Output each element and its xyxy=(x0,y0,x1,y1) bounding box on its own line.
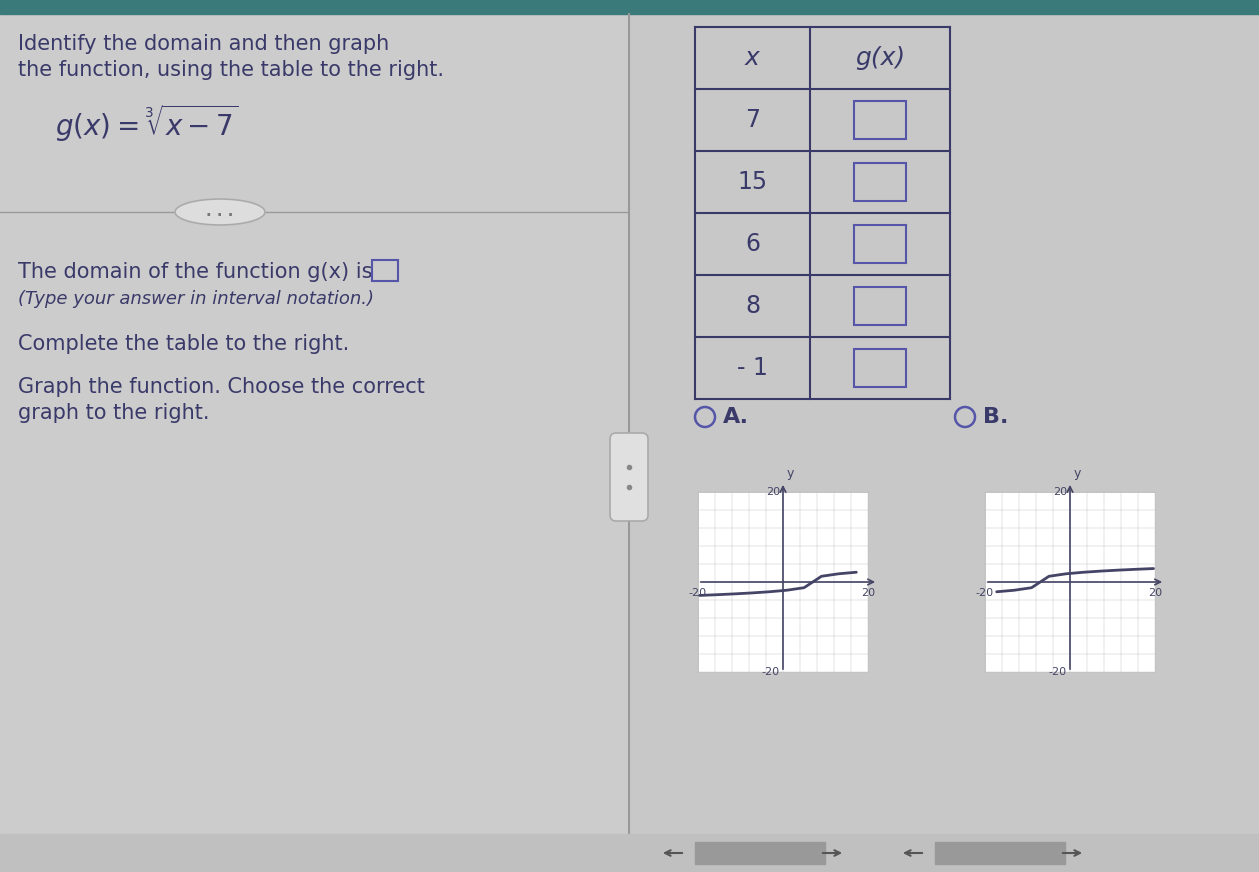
Bar xyxy=(697,492,867,672)
Text: A.: A. xyxy=(723,407,749,427)
Text: 8: 8 xyxy=(745,294,760,318)
Text: -20: -20 xyxy=(762,667,781,677)
Bar xyxy=(371,260,398,281)
Text: Identify the domain and then graph: Identify the domain and then graph xyxy=(18,34,389,54)
Bar xyxy=(630,14,1259,872)
Text: -20: -20 xyxy=(976,588,995,598)
Bar xyxy=(0,14,628,872)
Bar xyxy=(854,287,906,325)
FancyBboxPatch shape xyxy=(611,433,648,521)
Text: g(x): g(x) xyxy=(855,46,905,70)
Text: 20: 20 xyxy=(1053,487,1066,497)
Text: y: y xyxy=(787,467,794,480)
Text: graph to the right.: graph to the right. xyxy=(18,403,209,423)
Ellipse shape xyxy=(175,199,264,225)
Text: -20: -20 xyxy=(689,588,708,598)
Text: The domain of the function g(x) is: The domain of the function g(x) is xyxy=(18,262,373,282)
Text: $g(x) = \sqrt[3]{x - 7}$: $g(x) = \sqrt[3]{x - 7}$ xyxy=(55,102,239,144)
Text: . . .: . . . xyxy=(206,205,234,220)
Bar xyxy=(854,225,906,263)
Bar xyxy=(0,0,1259,14)
Bar xyxy=(854,349,906,387)
Text: 20: 20 xyxy=(861,588,875,598)
Bar xyxy=(0,834,1259,872)
Text: B.: B. xyxy=(983,407,1008,427)
Text: -20: -20 xyxy=(1049,667,1066,677)
Text: (Type your answer in interval notation.): (Type your answer in interval notation.) xyxy=(18,290,374,308)
Text: 6: 6 xyxy=(745,232,760,256)
Bar xyxy=(854,163,906,201)
Text: Complete the table to the right.: Complete the table to the right. xyxy=(18,334,349,354)
Text: 20: 20 xyxy=(765,487,781,497)
Bar xyxy=(935,842,1065,864)
Text: x: x xyxy=(745,46,760,70)
Bar xyxy=(854,101,906,139)
Text: 7: 7 xyxy=(745,108,760,132)
Text: 15: 15 xyxy=(738,170,768,194)
Text: - 1: - 1 xyxy=(737,356,768,380)
Text: 20: 20 xyxy=(1148,588,1162,598)
Bar xyxy=(985,492,1155,672)
Text: Graph the function. Choose the correct: Graph the function. Choose the correct xyxy=(18,377,424,397)
Bar xyxy=(695,842,825,864)
Text: y: y xyxy=(1074,467,1081,480)
Text: the function, using the table to the right.: the function, using the table to the rig… xyxy=(18,60,444,80)
